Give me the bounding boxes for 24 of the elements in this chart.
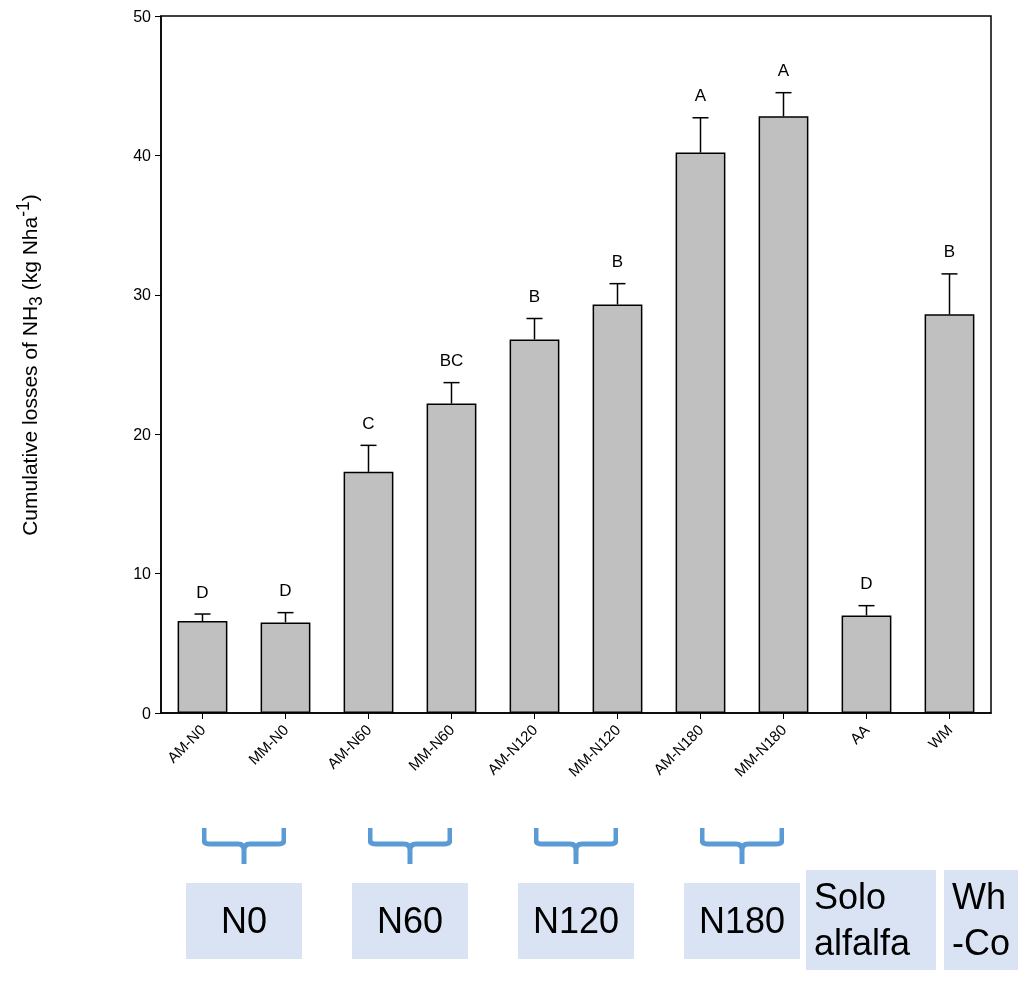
text: N120 xyxy=(518,883,634,959)
text: Wh -Co xyxy=(944,870,1018,970)
annotation: B xyxy=(528,287,541,306)
y-tick-label: 50 xyxy=(133,7,152,25)
y-tick-label: 0 xyxy=(142,704,152,722)
x-tick-label: WM xyxy=(924,720,956,752)
y-tick-label: 20 xyxy=(133,425,152,443)
annotation: A xyxy=(777,61,790,81)
annotation: D xyxy=(860,574,873,594)
annotation: D xyxy=(279,581,292,601)
text: N180 xyxy=(684,883,800,959)
annotation: A xyxy=(694,86,707,106)
x-tick-label: AA xyxy=(846,720,873,748)
annotation: B xyxy=(611,252,624,272)
annotation: C xyxy=(362,413,375,433)
y-tick-label: 30 xyxy=(133,286,152,304)
text: N60 xyxy=(352,883,468,959)
text: Solo alfalfa xyxy=(806,870,936,970)
y-tick-label: 40 xyxy=(133,146,152,164)
text: N0 xyxy=(186,883,302,959)
annotation: BC xyxy=(439,351,464,371)
y-tick-label: 10 xyxy=(133,565,152,583)
annotation: B xyxy=(943,242,956,262)
annotation: D xyxy=(196,582,209,602)
